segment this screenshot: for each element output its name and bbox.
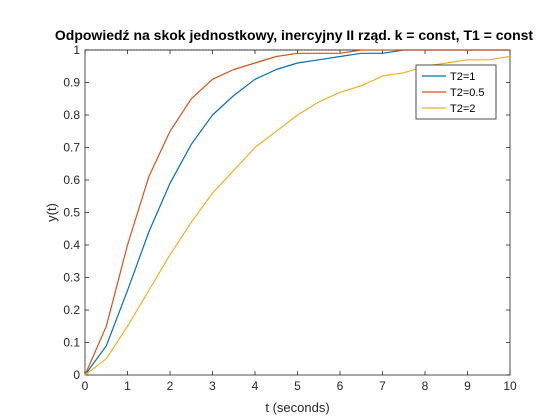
- y-tick-label: 0.2: [63, 303, 80, 317]
- series-line-2: [84, 55, 511, 376]
- y-tick-label: 0.5: [63, 206, 80, 220]
- x-tick-label: 3: [209, 379, 216, 393]
- y-tick-label: 0.9: [63, 76, 80, 90]
- x-tick-label: 5: [294, 379, 301, 393]
- y-axis-label: y(t): [44, 203, 59, 222]
- legend-entry-2: T2=2: [450, 103, 475, 115]
- x-axis-label: t (seconds): [265, 400, 329, 415]
- legend-entry-0: T2=1: [450, 71, 475, 83]
- x-tick-label: 10: [503, 379, 517, 393]
- series-line-1: [84, 49, 510, 376]
- legend-entry-1: T2=0.5: [450, 87, 485, 99]
- y-tick-label: 1: [73, 43, 80, 57]
- x-tick-label: 7: [379, 379, 386, 393]
- legend: T2=1 T2=0.5 T2=2: [415, 64, 497, 120]
- y-tick-label: 0.6: [63, 173, 80, 187]
- y-tick-label: 0.1: [63, 336, 80, 350]
- x-tick-label: 6: [337, 379, 344, 393]
- x-tick-label: 2: [167, 379, 174, 393]
- y-tick-label: 0.4: [63, 238, 80, 252]
- y-tick-label: 0.3: [63, 271, 80, 285]
- x-tick-label: 9: [464, 379, 471, 393]
- x-tick-label: 0: [82, 379, 89, 393]
- series-lines: [84, 49, 511, 376]
- x-tick-label: 8: [422, 379, 429, 393]
- x-tick-label: 1: [124, 379, 131, 393]
- y-tick-label: 0: [73, 368, 80, 382]
- x-tick-label: 4: [252, 379, 259, 393]
- y-tick-label: 0.8: [63, 108, 80, 122]
- chart-title: Odpowiedź na skok jednostkowy, inercyjny…: [55, 27, 534, 43]
- y-tick-label: 0.7: [63, 141, 80, 155]
